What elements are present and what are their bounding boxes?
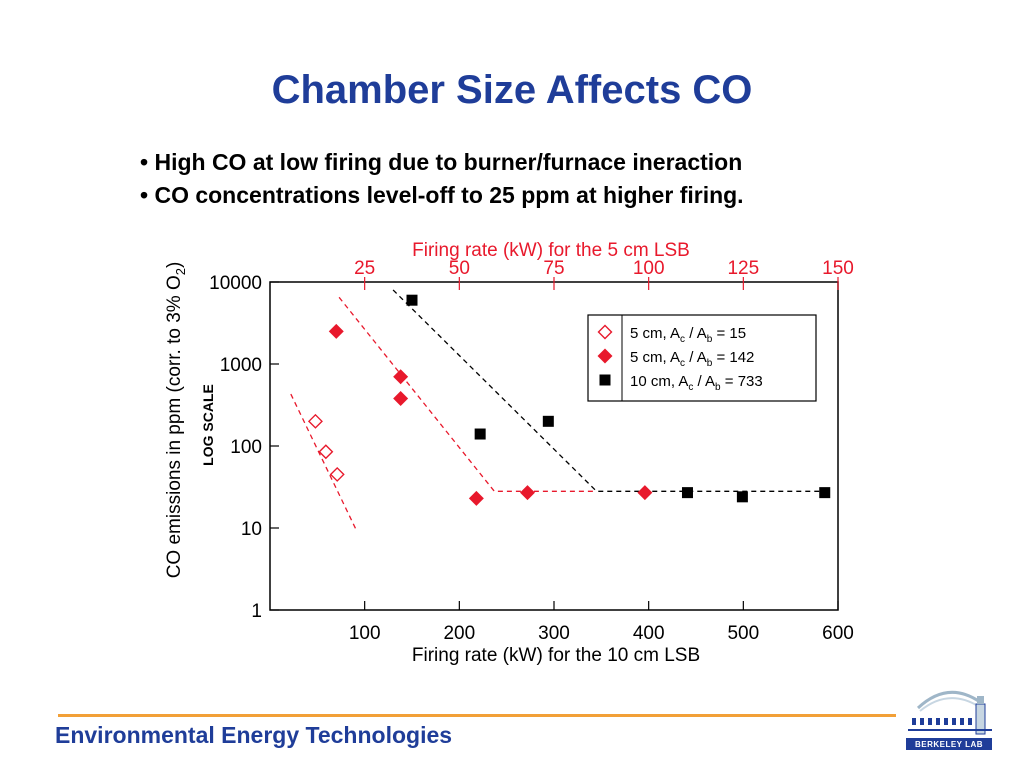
data-point — [819, 487, 831, 499]
legend-label-subscript: c — [680, 358, 685, 369]
data-point — [393, 369, 409, 385]
top-x-axis-label: Firing rate (kW) for the 5 cm LSB — [412, 240, 690, 261]
data-point — [474, 428, 486, 440]
data-point — [736, 491, 748, 503]
data-point — [318, 444, 334, 460]
y-axis-label-tail: ) — [164, 262, 185, 268]
legend-label-text: = 15 — [712, 325, 746, 342]
footer-title: Environmental Energy Technologies — [55, 722, 453, 748]
x-tick-label: 600 — [822, 623, 854, 644]
slide-title: Chamber Size Affects CO — [271, 68, 753, 112]
y-tick-label: 1000 — [220, 355, 262, 376]
y-tick-label: 1 — [251, 601, 262, 622]
data-point — [681, 487, 693, 499]
log-scale-note: LOG SCALE — [200, 384, 216, 466]
x-tick-label: 300 — [538, 623, 570, 644]
data-point — [406, 294, 418, 306]
top-x-tick-label: 75 — [543, 258, 564, 279]
data-point — [307, 413, 323, 429]
berkeley-lab-logo: BERKELEY LAB — [906, 690, 992, 750]
x-tick-label: 400 — [633, 623, 665, 644]
bullet-text: CO concentrations level-off to 25 ppm at… — [154, 182, 744, 208]
legend-label: 5 cm, Ac / Ab = 142 — [630, 349, 754, 369]
x-tick-label: 500 — [727, 623, 759, 644]
trend-line — [338, 296, 597, 492]
y-axis-label: CO emissions in ppm (corr. to 3% O2) — [164, 262, 188, 579]
top-x-tick-label: 100 — [633, 258, 665, 279]
y-tick-label: 100 — [230, 437, 262, 458]
legend-label-subscript: b — [707, 334, 713, 345]
logo-text: BERKELEY LAB — [915, 740, 983, 749]
y-axis-label-main: CO emissions in ppm (corr. to 3% O — [164, 275, 185, 578]
top-x-tick-label: 50 — [449, 258, 470, 279]
top-x-tick-label: 150 — [822, 258, 854, 279]
legend-label-subscript: b — [707, 358, 713, 369]
x-tick-label: 200 — [443, 623, 475, 644]
top-x-tick-label: 125 — [727, 258, 759, 279]
legend-marker — [599, 374, 611, 386]
y-axis-label-sub: 2 — [173, 268, 188, 275]
y-tick-label: 10000 — [209, 273, 262, 294]
data-point — [542, 415, 554, 427]
chart-legend: 5 cm, Ac / Ab = 155 cm, Ac / Ab = 14210 … — [587, 314, 817, 402]
legend-label-subscript: c — [680, 334, 685, 345]
y-tick-label: 10 — [241, 519, 262, 540]
trend-line — [290, 393, 358, 533]
legend-label: 5 cm, Ac / Ab = 15 — [630, 325, 746, 345]
top-x-tick-label: 25 — [354, 258, 375, 279]
co-emissions-chart: 100 200 300 400 500 600 25 50 75 100 125 150 1 10 100 1… — [164, 240, 854, 666]
data-point — [328, 323, 344, 339]
footer-divider — [58, 714, 896, 717]
data-point — [468, 490, 484, 506]
legend-label-text: / A — [693, 373, 715, 390]
bullet-text: High CO at low firing due to burner/furn… — [154, 149, 743, 175]
data-point — [329, 466, 345, 482]
legend-marker — [597, 324, 613, 340]
bullet-list: • High CO at low firing due to burner/fu… — [140, 146, 744, 212]
bullet-item: • High CO at low firing due to burner/fu… — [140, 149, 743, 175]
legend-label-text: = 142 — [712, 349, 754, 366]
legend-label-text: / A — [685, 325, 707, 342]
legend-label-text: 10 cm, A — [630, 373, 688, 390]
data-point — [637, 485, 653, 501]
bullet-item: • CO concentrations level-off to 25 ppm … — [140, 182, 744, 208]
legend-label-text: 5 cm, A — [630, 325, 680, 342]
legend-label: 10 cm, Ac / Ab = 733 — [630, 373, 763, 393]
legend-label-subscript: c — [688, 382, 693, 393]
legend-box — [587, 314, 817, 402]
data-point — [393, 390, 409, 406]
legend-label-text: / A — [685, 349, 707, 366]
legend-label-text: = 733 — [721, 373, 763, 390]
legend-marker — [597, 348, 613, 364]
data-point — [520, 485, 535, 501]
x-tick-label: 100 — [349, 623, 381, 644]
legend-label-subscript: b — [715, 382, 721, 393]
x-axis-label: Firing rate (kW) for the 10 cm LSB — [412, 645, 700, 666]
legend-label-text: 5 cm, A — [630, 349, 680, 366]
